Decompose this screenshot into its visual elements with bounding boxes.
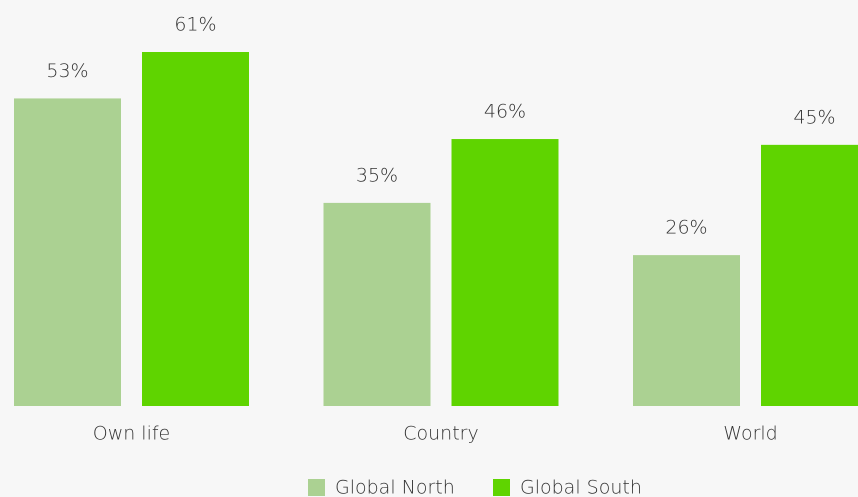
x-tick-label: Country: [403, 423, 478, 445]
value-label: 45%: [793, 106, 835, 128]
x-tick-label: Own life: [93, 423, 171, 445]
value-label: 61%: [174, 14, 216, 36]
legend-label: Global North: [335, 477, 455, 497]
bar: [761, 144, 858, 406]
value-label: 35%: [356, 164, 398, 186]
bar: [451, 139, 559, 406]
legend-label: Global South: [520, 477, 642, 497]
bar: [14, 98, 121, 406]
value-label: 53%: [46, 60, 88, 82]
bar: [142, 52, 249, 406]
legend-swatch: [308, 479, 325, 496]
x-tick-label: World: [723, 423, 777, 445]
value-label: 46%: [484, 101, 526, 123]
legend-swatch: [493, 479, 510, 496]
bar: [323, 202, 431, 406]
value-label: 26%: [665, 217, 707, 239]
bar: [633, 255, 740, 406]
